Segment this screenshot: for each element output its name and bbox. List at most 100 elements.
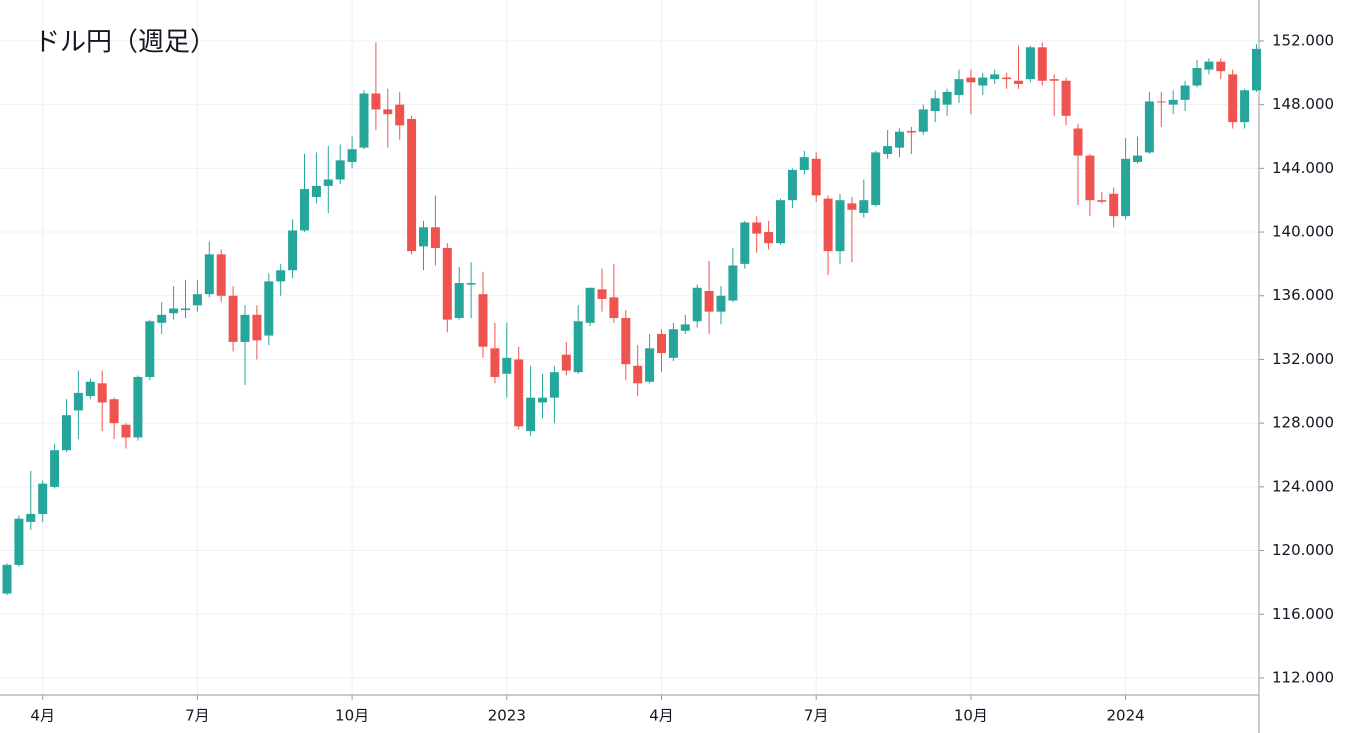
candle-body: [538, 397, 547, 403]
y-tick-label: 132.000: [1272, 350, 1334, 368]
candle-body: [1061, 80, 1071, 116]
x-tick-label: 10月: [335, 707, 369, 725]
candle-body: [942, 91, 952, 105]
candle-body: [419, 227, 428, 247]
candle-body: [978, 77, 988, 86]
candle-body: [1121, 158, 1131, 217]
candle-body: [216, 254, 226, 296]
y-tick-label: 140.000: [1272, 223, 1334, 241]
x-tick-label: 7月: [804, 707, 829, 725]
y-tick-label: 124.000: [1272, 477, 1334, 495]
candle-body: [347, 149, 357, 162]
candle-body: [407, 118, 417, 252]
candle-body: [526, 397, 536, 432]
candle-body: [657, 333, 666, 354]
candle-body: [145, 321, 155, 377]
candle-body: [1180, 85, 1190, 100]
candle-body: [395, 104, 405, 126]
candle-body: [169, 308, 179, 314]
candle-body: [85, 381, 95, 397]
candle-body: [1049, 79, 1059, 81]
candle-body: [728, 265, 738, 301]
candle-body: [966, 77, 976, 83]
candle-body: [157, 314, 167, 323]
candle-body: [1133, 155, 1142, 162]
candle-body: [121, 424, 131, 438]
x-tick-label: 2024: [1107, 707, 1145, 725]
candle-body: [1156, 101, 1166, 103]
candle-body: [252, 314, 262, 341]
candle-body: [621, 318, 631, 365]
candle-body: [240, 314, 250, 342]
candle-body: [1240, 90, 1250, 123]
candle-body: [109, 399, 119, 424]
candle-body: [1204, 61, 1214, 70]
x-tick-label: 4月: [30, 707, 55, 725]
candle-body: [133, 376, 143, 438]
candle-body: [1097, 200, 1107, 202]
candle-body: [1192, 68, 1202, 86]
candle-body: [573, 321, 583, 373]
candle-body: [859, 200, 869, 213]
candle-body: [192, 294, 202, 306]
candle-body: [454, 283, 464, 319]
candle-body: [1168, 99, 1178, 105]
candle-body: [633, 365, 643, 384]
candle-body: [288, 230, 298, 271]
candle-body: [323, 179, 333, 186]
x-tick-label: 4月: [649, 707, 674, 725]
candle-body: [597, 289, 607, 299]
candle-body: [97, 383, 107, 403]
candle-body: [73, 392, 83, 411]
candle-body: [514, 359, 524, 427]
candle-body: [359, 93, 369, 148]
candle-body: [918, 109, 928, 132]
candle-body: [228, 295, 238, 342]
candle-body: [835, 200, 845, 252]
candle-body: [847, 203, 857, 210]
candle-body: [787, 169, 797, 201]
candle-body: [883, 146, 893, 155]
candle-body: [668, 329, 678, 358]
candle-body: [1144, 101, 1154, 153]
candle-body: [14, 518, 24, 565]
candle-body: [823, 198, 833, 252]
candle-body: [2, 564, 12, 594]
candle-body: [716, 295, 726, 312]
candle-body: [311, 185, 321, 198]
candle-body: [442, 247, 452, 320]
candle-body: [692, 287, 702, 322]
candle-body: [609, 297, 619, 319]
candle-body: [704, 290, 714, 312]
candle-body: [585, 287, 595, 323]
candle-body: [1085, 155, 1095, 201]
candle-body: [799, 157, 809, 170]
y-tick-label: 120.000: [1272, 541, 1334, 559]
y-tick-label: 136.000: [1272, 286, 1334, 304]
candle-body: [383, 109, 393, 115]
candle-body: [264, 281, 274, 336]
candle-body: [740, 222, 750, 264]
candle-body: [764, 232, 774, 244]
candle-body: [1037, 47, 1047, 81]
candle-body: [478, 294, 488, 347]
candle-body: [276, 270, 286, 282]
candle-body: [645, 348, 655, 382]
candle-body: [1109, 193, 1119, 217]
candle-body: [204, 254, 214, 295]
candle-body: [38, 483, 48, 514]
candle-body: [906, 130, 916, 133]
candle-body: [871, 152, 881, 205]
candle-body: [300, 189, 309, 231]
x-tick-label: 7月: [185, 707, 210, 725]
candle-body: [181, 308, 190, 311]
candle-body: [335, 160, 345, 180]
y-tick-label: 152.000: [1272, 31, 1334, 49]
candle-body: [371, 93, 381, 110]
y-tick-label: 112.000: [1272, 668, 1334, 686]
candle-body: [990, 74, 1000, 80]
candle-body: [549, 372, 559, 398]
candle-body: [1216, 61, 1226, 72]
y-tick-label: 148.000: [1272, 95, 1334, 113]
